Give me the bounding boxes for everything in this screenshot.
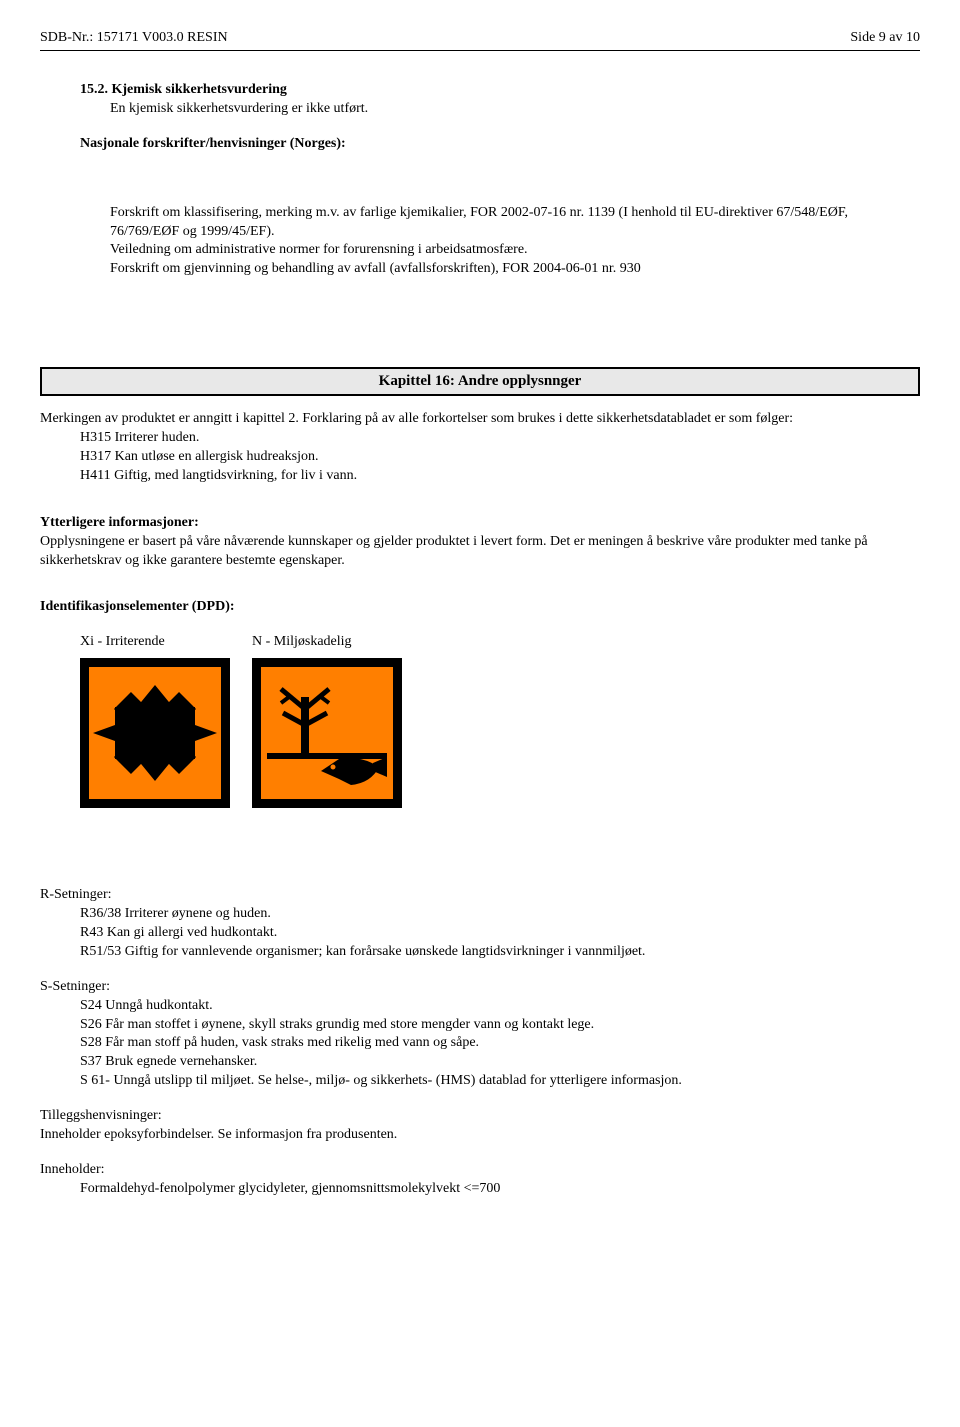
- hazard-xi-pictogram: [80, 658, 230, 808]
- section-15-2-text: En kjemisk sikkerhetsvurdering er ikke u…: [110, 100, 920, 119]
- nasjonale-label: Nasjonale forskrifter/henvisninger (Norg…: [80, 135, 920, 154]
- ytterligere-label: Ytterligere informasjoner:: [40, 514, 920, 533]
- h315: H315 Irriterer huden.: [80, 429, 920, 448]
- hazard-xi-col: Xi - Irriterende: [80, 633, 240, 808]
- hazard-n-pictogram: [252, 658, 402, 808]
- tillegg-label: Tilleggshenvisninger:: [40, 1107, 920, 1126]
- s-line-3: S28 Får man stoff på huden, vask straks …: [80, 1034, 920, 1053]
- page-header: SDB-Nr.: 157171 V003.0 RESIN Side 9 av 1…: [40, 30, 920, 46]
- inneholder-label: Inneholder:: [40, 1161, 920, 1180]
- h411: H411 Giftig, med langtidsvirkning, for l…: [80, 467, 920, 486]
- merking-paragraph: Merkingen av produktet er anngitt i kapi…: [40, 410, 920, 429]
- h317: H317 Kan utløse en allergisk hudreaksjon…: [80, 448, 920, 467]
- hazard-n-col: N - Miljøskadelig: [252, 633, 412, 808]
- inneholder-text: Formaldehyd-fenolpolymer glycidyleter, g…: [80, 1180, 920, 1199]
- r-line-2: R43 Kan gi allergi ved hudkontakt.: [80, 924, 920, 943]
- header-right: Side 9 av 10: [850, 30, 920, 46]
- ytterligere-text: Opplysningene er basert på våre nåværend…: [40, 533, 920, 571]
- hazard-irritant-icon: [89, 667, 221, 799]
- section-16-title-box: Kapittel 16: Andre opplysnnger: [40, 367, 920, 396]
- section-15-2-title: 15.2. Kjemisk sikkerhetsvurdering: [80, 81, 920, 100]
- forskrift-p3: Forskrift om gjenvinning og behandling a…: [110, 260, 920, 279]
- r-setninger-label: R-Setninger:: [40, 886, 920, 905]
- s-line-2: S26 Får man stoffet i øynene, skyll stra…: [80, 1016, 920, 1035]
- s-setninger-label: S-Setninger:: [40, 978, 920, 997]
- hazard-n-label: N - Miljøskadelig: [252, 633, 412, 652]
- hazard-environment-icon: [261, 667, 393, 799]
- s-line-1: S24 Unngå hudkontakt.: [80, 997, 920, 1016]
- s-line-4: S37 Bruk egnede vernehansker.: [80, 1053, 920, 1072]
- header-underline: [40, 50, 920, 51]
- header-left: SDB-Nr.: 157171 V003.0 RESIN: [40, 30, 228, 46]
- r-line-1: R36/38 Irriterer øynene og huden.: [80, 905, 920, 924]
- tillegg-text: Inneholder epoksyforbindelser. Se inform…: [40, 1126, 920, 1145]
- hazard-xi-label: Xi - Irriterende: [80, 633, 240, 652]
- forskrift-p1: Forskrift om klassifisering, merking m.v…: [110, 204, 920, 242]
- forskrift-p2: Veiledning om administrative normer for …: [110, 241, 920, 260]
- s-line-5: S 61- Unngå utslipp til miljøet. Se hels…: [80, 1072, 920, 1091]
- hazard-pictogram-row: Xi - Irriterende N - Miljøskadelig: [80, 633, 920, 808]
- r-line-3: R51/53 Giftig for vannlevende organismer…: [80, 943, 920, 962]
- dpd-label: Identifikasjonselementer (DPD):: [40, 598, 920, 617]
